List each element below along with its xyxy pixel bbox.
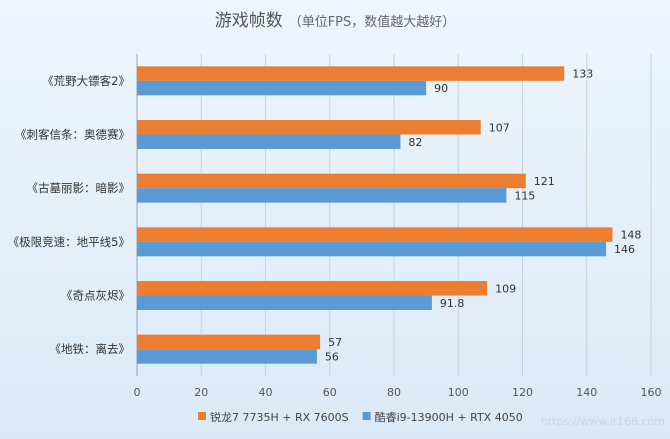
x-tick-label: 40	[259, 386, 273, 399]
legend-swatch-0	[198, 412, 206, 420]
bar-series-0	[137, 66, 565, 81]
x-tick-label: 80	[387, 386, 401, 399]
watermark-text: https://www.it168.com	[541, 415, 665, 428]
chart-title-group: 游戏帧数 （单位FPS，数值越大越好）	[215, 11, 456, 31]
data-label: 109	[495, 282, 516, 295]
legend-swatch-1	[362, 412, 371, 420]
data-label: 91.8	[440, 297, 465, 310]
bar-series-0	[137, 281, 488, 296]
data-label: 133	[572, 68, 593, 81]
data-label: 148	[620, 229, 641, 242]
x-tick-label: 160	[641, 386, 662, 399]
bar-series-1	[137, 80, 427, 96]
bar-series-1	[137, 349, 317, 364]
data-label: 115	[514, 189, 535, 202]
category-label: 《极限竞速：地平线5》	[8, 235, 130, 249]
x-tick-label: 60	[323, 386, 337, 399]
category-label: 《荒野大镖客2》	[42, 74, 130, 88]
bars	[137, 66, 613, 364]
data-label: 56	[325, 350, 339, 363]
legend: 锐龙7 7735H + RX 7600S 酷睿i9-13900H + RTX 40…	[198, 410, 523, 424]
x-tick-label: 140	[576, 386, 597, 399]
category-label: 《地铁：离去》	[50, 342, 131, 356]
category-label: 《奇点灰烬》	[61, 289, 130, 303]
bar-series-0	[137, 227, 613, 242]
data-label: 57	[328, 336, 342, 349]
legend-label: 酷睿i9-13900H + RTX 4050	[375, 410, 523, 424]
category-label: 《刺客信条：奥德赛》	[15, 128, 130, 142]
x-tick-label: 120	[512, 386, 533, 399]
data-label: 90	[434, 82, 448, 95]
legend-label: 锐龙7 7735H + RX 7600S	[210, 410, 349, 424]
x-tick-label: 100	[448, 386, 469, 399]
bar-series-0	[137, 173, 526, 189]
gridlines	[200, 54, 652, 376]
bar-series-0	[137, 334, 321, 350]
bar-series-1	[137, 188, 507, 203]
category-label: 《古墓丽影：暗影》	[27, 181, 131, 195]
bar-series-0	[137, 120, 481, 135]
chart-title: 游戏帧数	[215, 11, 283, 31]
x-tick-label: 20	[194, 386, 208, 399]
labels: 0 20 40 60 80 100 120 140 160 《荒野大镖客2》 133 90 《刺客信条：…	[8, 68, 662, 399]
chart-subtitle: （单位FPS，数值越大越好）	[289, 14, 456, 30]
data-label: 146	[614, 243, 635, 256]
x-tick-label: 0	[134, 386, 141, 399]
bar-series-1	[137, 134, 401, 149]
data-label: 121	[534, 175, 555, 188]
bar-series-1	[137, 241, 607, 257]
data-label: 107	[489, 121, 510, 134]
bar-series-1	[137, 295, 432, 310]
data-label: 82	[408, 136, 422, 149]
